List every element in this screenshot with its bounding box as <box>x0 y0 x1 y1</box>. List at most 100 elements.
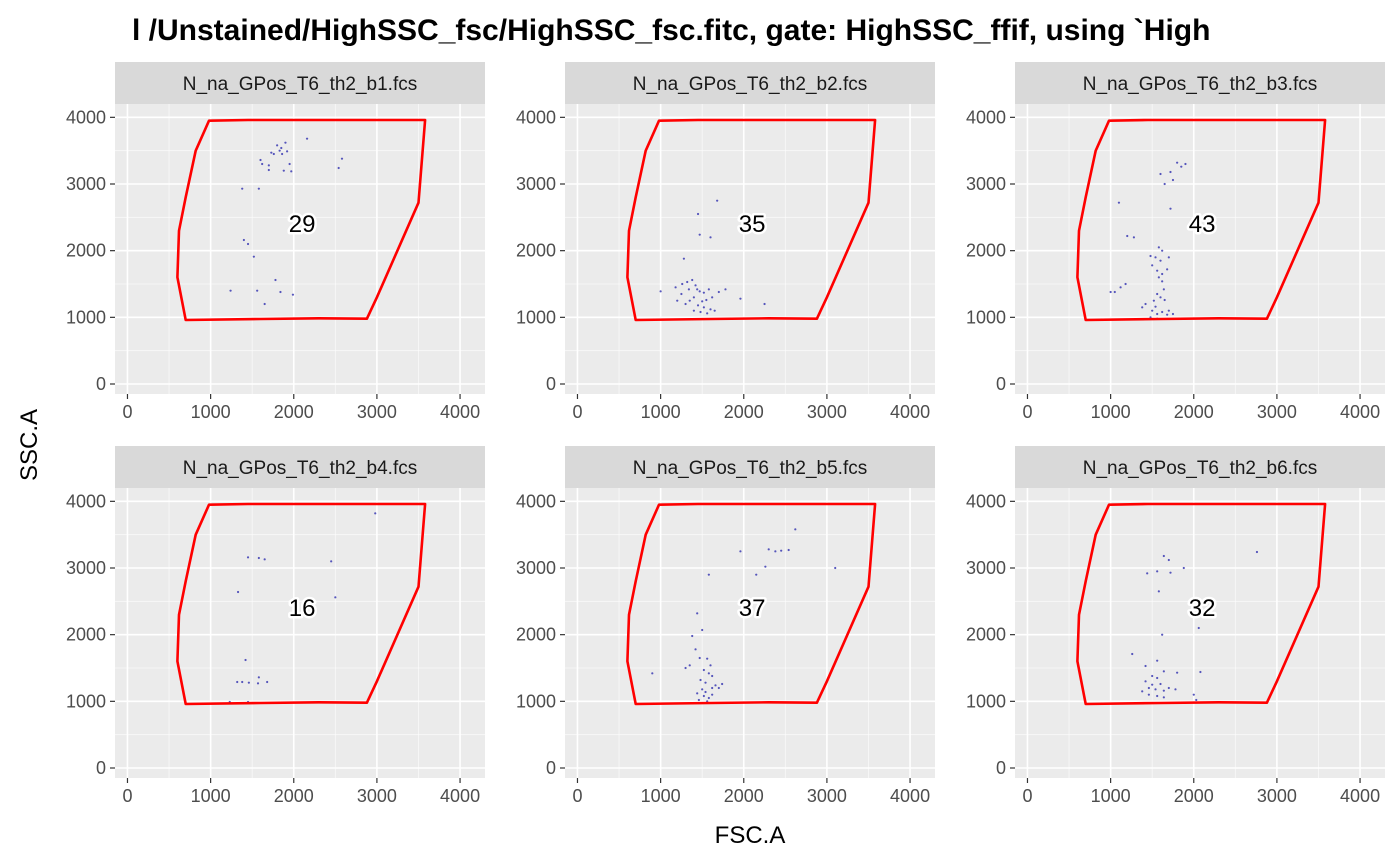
y-tick-label: 1000 <box>516 691 556 711</box>
data-point <box>1141 306 1144 309</box>
x-tick-label: 0 <box>122 786 132 806</box>
data-point <box>274 278 277 282</box>
data-point <box>288 162 291 166</box>
y-tick-label: 4000 <box>966 491 1006 511</box>
data-point <box>270 151 273 154</box>
data-point <box>704 681 707 684</box>
data-point <box>1162 670 1165 673</box>
y-tick-label: 0 <box>546 758 556 778</box>
data-point <box>1149 254 1152 258</box>
x-tick-label: 4000 <box>440 786 480 806</box>
facet-strip <box>115 62 485 104</box>
x-tick-label: 2000 <box>274 402 314 422</box>
data-point <box>1126 234 1129 238</box>
data-point <box>1192 693 1195 696</box>
x-tick-label: 4000 <box>890 402 930 422</box>
x-tick-label: 1000 <box>1091 786 1131 806</box>
data-point <box>1197 626 1200 630</box>
data-point <box>696 212 700 216</box>
y-axis-title: SSC.A <box>16 409 43 481</box>
data-point <box>691 634 694 638</box>
data-point <box>266 680 269 684</box>
facet-panel: N_na_GPos_T6_th2_b3.fcs 0 1000 2000 3000 4000… <box>966 62 1385 422</box>
facet-strip <box>115 446 485 488</box>
facet-strip <box>1015 62 1385 104</box>
event-count-label: 35 <box>739 211 766 238</box>
data-point <box>1255 550 1259 554</box>
data-point <box>698 233 701 236</box>
y-tick-label: 2000 <box>966 625 1006 645</box>
data-point <box>1147 686 1150 690</box>
y-tick-label: 4000 <box>66 491 106 511</box>
y-tick-label: 3000 <box>516 174 556 194</box>
gate-polygon <box>1076 502 1327 706</box>
y-tick-label: 0 <box>996 758 1006 778</box>
data-point <box>684 302 687 306</box>
data-point <box>780 549 783 552</box>
data-point <box>246 242 250 246</box>
data-point <box>702 668 705 672</box>
data-point <box>682 257 685 260</box>
y-tick-label: 0 <box>996 374 1006 394</box>
data-point <box>244 658 247 662</box>
data-point <box>1180 165 1183 168</box>
event-count-halo: 32 <box>1189 595 1216 622</box>
x-tick-label: 2000 <box>1174 786 1214 806</box>
data-point <box>1163 182 1166 186</box>
facet-panel: N_na_GPos_T6_th2_b5.fcs 0 1000 2000 3000 4000… <box>516 446 935 806</box>
data-point <box>709 664 712 667</box>
data-point <box>340 157 344 160</box>
data-point <box>1124 282 1127 286</box>
event-count-halo: 16 <box>289 595 316 622</box>
data-point <box>1159 259 1162 262</box>
data-point <box>1146 572 1149 575</box>
y-tick-label: 3000 <box>66 174 106 194</box>
data-point <box>242 238 245 242</box>
data-point <box>794 528 797 531</box>
data-point <box>1199 670 1202 674</box>
data-point <box>699 678 702 682</box>
data-point <box>711 674 714 678</box>
data-point <box>680 292 683 296</box>
data-point <box>701 628 704 632</box>
y-tick-label: 1000 <box>66 691 106 711</box>
data-point <box>696 612 699 615</box>
data-point <box>279 290 282 294</box>
data-point <box>330 560 333 563</box>
x-tick-label: 1000 <box>1091 402 1131 422</box>
data-point <box>707 672 710 675</box>
data-point <box>267 168 270 172</box>
data-point <box>1171 312 1175 316</box>
data-point <box>1154 305 1157 308</box>
data-point <box>282 169 285 172</box>
data-point <box>257 676 260 679</box>
data-point <box>1157 246 1160 249</box>
facet-strip-label: N_na_GPos_T6_th2_b4.fcs <box>183 458 418 479</box>
data-point <box>247 681 250 684</box>
data-point <box>676 299 679 302</box>
x-tick-label: 1000 <box>191 786 231 806</box>
event-count-halo: 29 <box>289 211 316 238</box>
data-point <box>278 149 281 152</box>
x-tick-label: 1000 <box>191 402 231 422</box>
data-point <box>1162 554 1165 558</box>
x-tick-label: 0 <box>122 402 132 422</box>
data-point <box>241 680 244 684</box>
data-point <box>236 680 239 684</box>
data-point <box>691 278 694 282</box>
data-point <box>1169 170 1172 174</box>
data-point <box>702 306 705 309</box>
data-point <box>707 573 710 576</box>
data-point <box>1167 686 1170 690</box>
data-point <box>1156 694 1159 698</box>
data-point <box>263 302 266 306</box>
facet-panel: N_na_GPos_T6_th2_b2.fcs 0 1000 2000 3000 4000… <box>516 62 935 422</box>
gate-polygon <box>626 118 877 322</box>
data-point <box>256 682 260 685</box>
data-point <box>1162 696 1165 699</box>
x-tick-label: 0 <box>1022 402 1032 422</box>
data-point <box>787 548 790 552</box>
data-point <box>767 548 770 551</box>
data-point <box>707 696 710 700</box>
data-point <box>774 550 777 553</box>
